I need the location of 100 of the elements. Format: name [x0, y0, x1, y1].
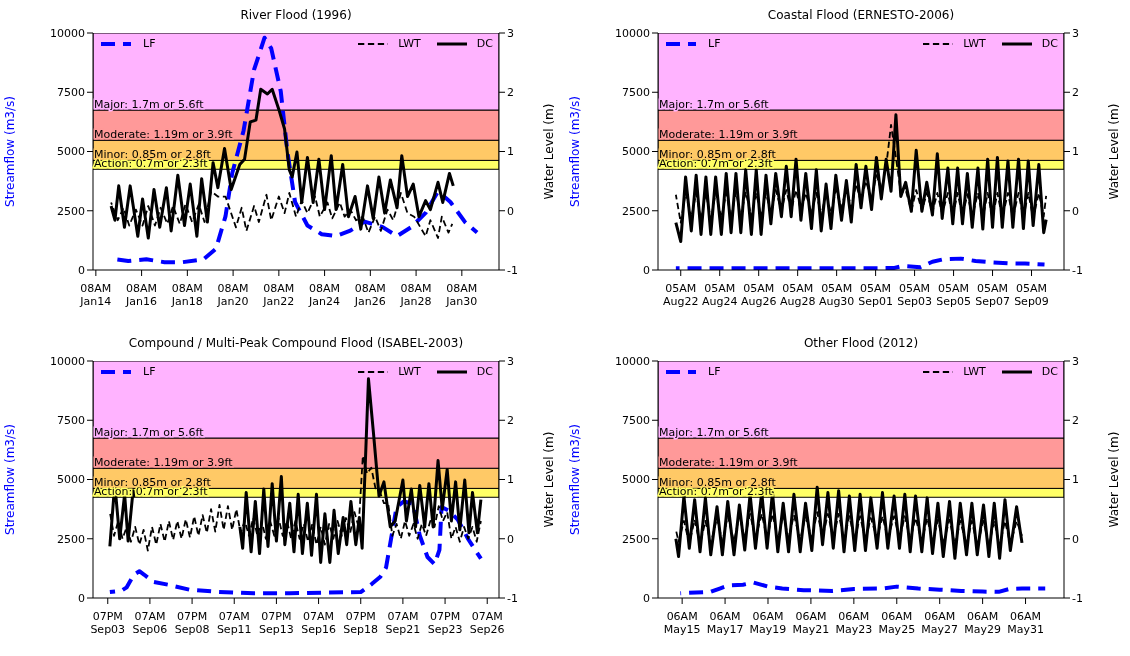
x-tick-label: 06AM May21 [792, 609, 830, 637]
chart-title: River Flood (1996) [239, 8, 353, 22]
y-tick-label: 5000 [57, 145, 85, 159]
y2-tick-label: 0 [507, 532, 514, 546]
x-tick-label: 06AM May25 [878, 609, 916, 637]
y2-tick-label: 1 [507, 145, 514, 159]
y-tick-label: 0 [643, 263, 650, 277]
y-axis-title: Streamflow (m3/s) [3, 96, 17, 207]
x-tick-label: 08AM Jan16 [125, 281, 158, 309]
y2-tick-label: -1 [1072, 591, 1083, 605]
x-tick-label: 06AM May17 [706, 609, 744, 637]
y2-tick-label: 2 [507, 414, 514, 428]
x-tick-label: 08AM Jan14 [79, 281, 112, 309]
legend-label: LF [708, 37, 721, 50]
y-tick-label: 5000 [622, 145, 650, 159]
x-tick-label: 08AM Jan26 [353, 281, 386, 309]
x-tick-label: 06AM May15 [663, 609, 701, 637]
band-label: Moderate: 1.19m or 3.9ft [659, 456, 799, 470]
band-label: Moderate: 1.19m or 3.9ft [659, 128, 799, 142]
y-axis-title: Streamflow (m3/s) [568, 96, 582, 207]
chart-title: Compound / Multi-Peak Compound Flood (ISABEL-2003) [127, 336, 465, 350]
x-tick-label: 07AM Sep11 [216, 609, 252, 637]
x-tick-label: 07PM Sep13 [259, 609, 294, 637]
y2-tick-label: 2 [1072, 414, 1079, 428]
y-tick-label: 10000 [50, 354, 85, 368]
y-tick-label: 0 [78, 263, 85, 277]
y2-axis-title: Water Level (m) [542, 431, 556, 528]
y2-tick-label: -1 [507, 591, 518, 605]
legend-label: LWT [398, 365, 421, 378]
legend-label: LWT [963, 37, 986, 50]
y-tick-label: 5000 [57, 473, 85, 487]
y-tick-label: 7500 [622, 86, 650, 100]
y-axis-title: Streamflow (m3/s) [3, 424, 17, 535]
chart-title: Other Flood (2012) [802, 336, 920, 350]
y2-tick-label: 3 [1072, 26, 1079, 40]
x-tick-label: 06AM May29 [964, 609, 1001, 637]
x-tick-label: 08AM Jan22 [262, 281, 295, 309]
y-tick-label: 10000 [50, 26, 85, 40]
y-tick-label: 0 [78, 591, 85, 605]
y2-axis-title: Water Level (m) [1107, 431, 1121, 528]
x-tick-label: 07PM Sep23 [427, 609, 463, 637]
legend-label: DC [1041, 37, 1058, 50]
x-tick-label: 05AM Sep05 [936, 281, 971, 309]
y-tick-label: 7500 [57, 86, 85, 100]
y2-tick-label: 1 [507, 473, 514, 487]
y2-tick-label: -1 [1072, 263, 1083, 277]
x-tick-label: 05AM Aug22 [662, 281, 699, 309]
legend-label: DC [1041, 365, 1058, 378]
y2-axis-title: Water Level (m) [542, 103, 556, 200]
band-label: Major: 1.7m or 5.6ft [659, 98, 770, 112]
x-tick-label: 07PM Sep03 [90, 609, 126, 637]
legend-label: LWT [398, 37, 421, 50]
x-tick-label: 05AM Aug26 [740, 281, 777, 309]
y2-tick-label: 0 [1072, 532, 1079, 546]
x-tick-label: 08AM Jan28 [399, 281, 432, 309]
x-tick-label: 07AM Sep26 [469, 609, 505, 637]
band-label: Major: 1.7m or 5.6ft [94, 98, 205, 112]
x-tick-label: 08AM Jan20 [216, 281, 249, 309]
x-tick-label: 05AM Sep09 [1014, 281, 1049, 309]
y2-tick-label: 2 [1072, 86, 1079, 100]
legend-label: LF [708, 365, 721, 378]
y2-tick-label: 3 [507, 354, 514, 368]
band-label: Moderate: 1.19m or 3.9ft [94, 128, 234, 142]
y2-tick-label: 3 [507, 26, 514, 40]
x-tick-label: 06AM May31 [1007, 609, 1044, 637]
legend-label: LF [143, 37, 156, 50]
x-tick-label: 07AM Sep21 [385, 609, 421, 637]
x-tick-label: 08AM Jan30 [445, 281, 478, 309]
x-tick-label: 07AM Sep16 [301, 609, 336, 637]
x-tick-label: 07PM Sep18 [343, 609, 379, 637]
x-tick-label: 05AM Aug28 [779, 281, 816, 309]
y-tick-label: 2500 [622, 204, 650, 218]
x-tick-label: 06AM May27 [921, 609, 959, 637]
x-tick-label: 08AM Jan24 [308, 281, 341, 309]
y-tick-label: 2500 [57, 204, 85, 218]
chart-title: Coastal Flood (ERNESTO-2006) [766, 8, 956, 22]
legend-label: DC [476, 365, 493, 378]
x-tick-label: 06AM May19 [749, 609, 787, 637]
line-series [673, 256, 1047, 270]
y2-tick-label: 3 [1072, 354, 1079, 368]
y-tick-label: 10000 [615, 354, 650, 368]
y2-axis-title: Water Level (m) [1107, 103, 1121, 200]
y-tick-label: 7500 [622, 414, 650, 428]
y2-tick-label: 0 [1072, 204, 1079, 218]
legend-label: LF [143, 365, 156, 378]
band-label: Major: 1.7m or 5.6ft [94, 426, 205, 440]
y-tick-label: 2500 [622, 532, 650, 546]
y-tick-label: 0 [643, 591, 650, 605]
x-tick-label: 05AM Sep03 [897, 281, 932, 309]
line-series [678, 580, 1048, 596]
x-tick-label: 05AM Aug24 [701, 281, 738, 309]
line-series [107, 499, 483, 596]
y-axis-title: Streamflow (m3/s) [568, 424, 582, 535]
y2-tick-label: 1 [1072, 473, 1079, 487]
legend-label: LWT [963, 365, 986, 378]
x-tick-label: 07AM Sep06 [132, 609, 168, 637]
x-tick-label: 07PM Sep08 [174, 609, 210, 637]
y2-tick-label: 2 [507, 86, 514, 100]
y2-tick-label: 0 [507, 204, 514, 218]
x-tick-label: 05AM Sep01 [858, 281, 893, 309]
